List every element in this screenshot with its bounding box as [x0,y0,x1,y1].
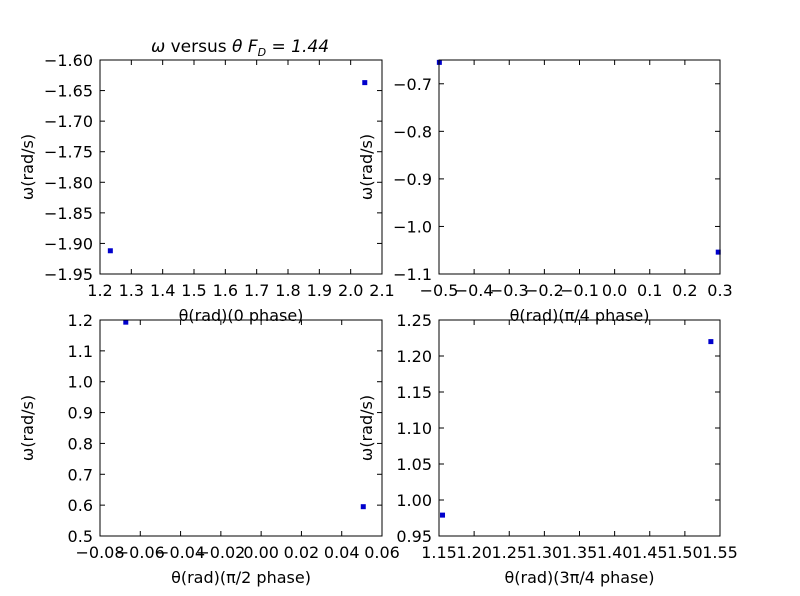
chart-1-xtick-label: 1.4 [150,281,175,300]
chart-1-xtick-label: 1.5 [181,281,206,300]
chart-4-ytick-label: 1.15 [396,383,432,402]
chart-3-xtick-label: 0.04 [324,543,360,562]
chart-2-xtick-label: −0.2 [525,281,564,300]
chart-1-xtick-label: 1.6 [213,281,238,300]
chart-1-xtick-label: 1.2 [87,281,112,300]
title-theta: θ [232,37,243,57]
chart-1-xtick-label: 2.1 [369,281,394,300]
chart-4-xtick-label: 1.35 [562,543,598,562]
chart-4-ytick-label: 1.10 [396,419,432,438]
chart-3-ytick-label: 1.2 [68,311,93,330]
chart-2-y-axis-label: ω(rad/s) [357,134,376,200]
chart-4-axes-frame [438,319,721,537]
chart-1-title: ω versus θ FD = 1.44 [151,37,329,59]
chart-3-xtick-label: 0.02 [284,543,320,562]
title-force: F [248,37,258,57]
chart-4-xtick-label: 1.40 [597,543,633,562]
title-force-value: = 1.44 [266,37,329,57]
chart-2-ytick-label: −0.9 [393,170,432,189]
chart-4-xtick-label: 1.55 [702,543,738,562]
chart-1-x-axis-label: θ(rad)(0 phase) [179,306,304,325]
chart-2-ytick-label: −0.8 [393,122,432,141]
chart-1-y-axis-label: ω(rad/s) [18,134,37,200]
chart-4-xtick-label: 1.50 [667,543,703,562]
chart-3-ytick-label: 0.8 [68,434,93,453]
chart-3-x-axis-label: θ(rad)(π/2 phase) [171,568,311,587]
chart-2-data-point [715,249,721,255]
chart-4-xtick-label: 1.25 [491,543,527,562]
chart-2-axes-frame [438,59,721,275]
chart-1-data-point [362,80,368,86]
chart-1-xtick-label: 1.3 [119,281,144,300]
chart-4-y-axis-label: ω(rad/s) [357,395,376,461]
chart-1-ytick-label: −1.65 [44,82,93,101]
chart-3-data-point [360,504,366,510]
chart-4-data-point [708,339,714,345]
chart-2-xtick-label: 0.0 [602,281,627,300]
chart-2-xtick-label: −0.4 [455,281,494,300]
chart-4-ytick-label: 1.05 [396,455,432,474]
chart-3-xtick-label: −0.02 [196,543,245,562]
chart-1-xtick-label: 1.9 [307,281,332,300]
chart-3-xtick-label: 0.00 [243,543,279,562]
chart-4-ytick-label: 1.00 [396,491,432,510]
chart-4-xtick-label: 1.20 [456,543,492,562]
chart-4-x-axis-label: θ(rad)(3π/4 phase) [504,568,654,587]
chart-3-data-point [123,319,129,325]
chart-4-ytick-label: 1.25 [396,311,432,330]
chart-2-xtick-label: −0.5 [420,281,459,300]
chart-4-panel: 1.15 1.20 1.25 1.30 1.35 1.40 1.45 1.50 1.550.95… [357,311,738,587]
chart-3-panel: −0.08−0.06−0.04−0.020.00 0.02 0.04 0.06 0.5 0… [18,311,400,587]
chart-3-ytick-label: 0.9 [68,404,93,423]
chart-3-ytick-label: 1.0 [68,373,93,392]
chart-2-xtick-label: 0.1 [637,281,662,300]
chart-3-ytick-label: 0.7 [68,465,93,484]
chart-2-ytick-label: −1.0 [393,217,432,236]
chart-2-xtick-label: −0.1 [560,281,599,300]
chart-4-xtick-label: 1.15 [421,543,457,562]
chart-3-xtick-label: −0.08 [75,543,124,562]
chart-1-xtick-label: 1.8 [275,281,300,300]
chart-1-data-point [107,248,113,254]
chart-4-ytick-label: 0.95 [396,527,432,546]
chart-1-xtick-label: 1.7 [244,281,269,300]
chart-3-axes-frame [99,319,383,537]
chart-1-ytick-label: −1.95 [44,265,93,284]
chart-4-ytick-label: 1.20 [396,347,432,366]
chart-1-xtick-label: 2.0 [338,281,363,300]
chart-3-xtick-label: −0.06 [116,543,165,562]
chart-2-ytick-label: −1.1 [393,265,432,284]
chart-4-xtick-label: 1.45 [632,543,668,562]
chart-4-xtick-label: 1.30 [527,543,563,562]
chart-3-xtick-label: −0.04 [156,543,205,562]
chart-2-xtick-label: 0.3 [707,281,732,300]
chart-1-ytick-label: −1.85 [44,204,93,223]
chart-3-xtick-label: 0.06 [364,543,400,562]
chart-2-ytick-label: −0.7 [393,75,432,94]
subplot-grid: 1.2 1.3 1.4 1.5 1.6 1.7 1.8 1.9 2.0 2.1 −1.95 −1.90… [18,51,738,587]
chart-3-ytick-label: 0.6 [68,496,93,515]
chart-1-ytick-label: −1.75 [44,143,93,162]
chart-2-xtick-label: 0.2 [672,281,697,300]
chart-2-xtick-label: −0.3 [490,281,529,300]
chart-1-ytick-label: −1.70 [44,112,93,131]
chart-1-axes-frame [99,59,383,275]
chart-3-ytick-label: 1.1 [68,342,93,361]
chart-3-y-axis-label: ω(rad/s) [18,395,37,461]
chart-4-data-point [440,512,446,518]
chart-3-ytick-label: 0.5 [68,527,93,546]
title-omega: ω [151,37,165,57]
chart-1-ytick-label: −1.80 [44,173,93,192]
chart-1-ytick-label: −1.90 [44,234,93,253]
chart-1-ytick-label: −1.60 [44,51,93,70]
title-force-subscript: D [258,46,266,59]
title-versus: versus [165,37,232,57]
